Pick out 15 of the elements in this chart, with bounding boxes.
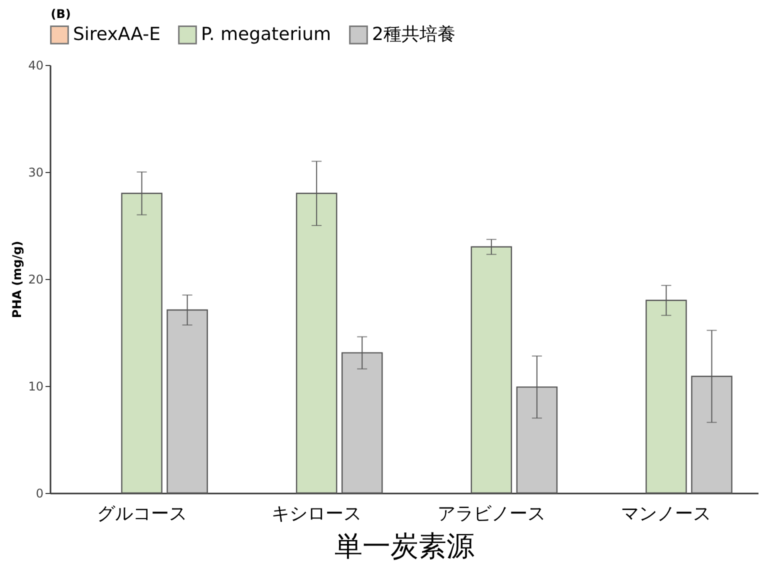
- x-tick-label: マンノース: [621, 504, 712, 524]
- x-tick-label: アラビノース: [437, 504, 546, 524]
- y-tick-label: 10: [28, 380, 44, 394]
- y-tick-label: 30: [28, 166, 44, 180]
- legend-label: SirexAA-E: [73, 24, 160, 45]
- y-tick-label: 40: [28, 58, 44, 72]
- chart-title: (B): [50, 7, 71, 21]
- legend-label: 2種共培養: [372, 24, 456, 45]
- y-tick-label: 20: [28, 272, 44, 286]
- x-tick-label: グルコース: [96, 504, 187, 524]
- y-tick-label: 0: [36, 486, 44, 500]
- y-axis-title: PHA (mg/g): [10, 240, 24, 318]
- x-axis-title: 単一炭素源: [334, 530, 474, 562]
- legend-label: P. megaterium: [201, 24, 332, 45]
- x-tick-label: キシロース: [272, 504, 362, 524]
